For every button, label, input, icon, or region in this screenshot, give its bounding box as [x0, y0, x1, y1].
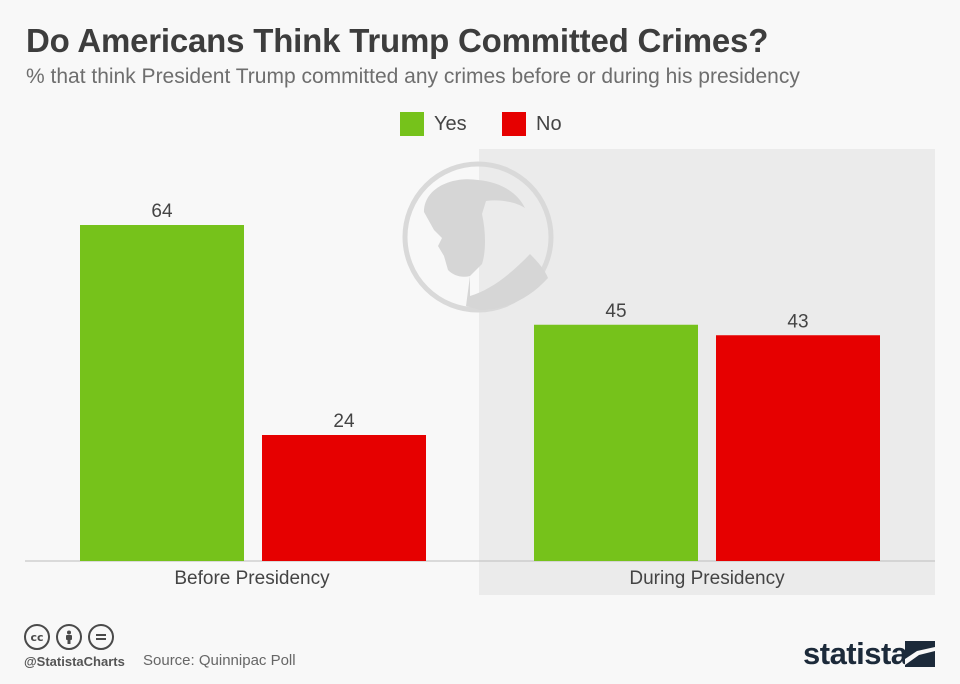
bar-group [80, 225, 880, 561]
no-derivatives-icon [88, 624, 114, 650]
brand-logo[interactable]: statista [803, 636, 908, 671]
cc-icon: cc [24, 624, 50, 650]
legend-item-yes: Yes [400, 111, 467, 137]
legend-label-yes: Yes [434, 112, 467, 135]
attribution-icon [56, 624, 82, 650]
bar-no-during-presidency [716, 335, 880, 561]
social-handle[interactable]: @StatistaCharts [24, 654, 125, 669]
license-icons: cc [24, 624, 114, 650]
chart-title: Do Americans Think Trump Committed Crime… [26, 22, 769, 59]
category-label-during-presidency: During Presidency [629, 568, 785, 589]
data-label-no-during-presidency: 43 [787, 311, 808, 332]
bar-yes-during-presidency [534, 324, 698, 561]
legend-item-no: No [502, 111, 562, 137]
data-label-no-before-presidency: 24 [333, 411, 355, 432]
data-label-yes-during-presidency: 45 [605, 301, 626, 322]
data-label-yes-before-presidency: 64 [151, 201, 173, 222]
source-note: Source: Quinnipac Poll [143, 652, 296, 669]
statista-logo-icon [905, 641, 935, 667]
chart-subtitle: % that think President Trump committed a… [26, 65, 800, 88]
bar-yes-before-presidency [80, 225, 244, 561]
bar-chart: 64 24 45 43 Before Presidency During Presid… [25, 149, 935, 595]
legend-swatch-no [502, 112, 526, 136]
legend: Yes No [0, 111, 960, 137]
bar-no-before-presidency [262, 435, 426, 561]
legend-label-no: No [536, 112, 562, 135]
bar-value-labels: 64 24 45 43 [151, 201, 808, 432]
trump-portrait-icon [402, 161, 554, 313]
legend-swatch-yes [400, 112, 424, 136]
category-label-before-presidency: Before Presidency [174, 568, 330, 589]
